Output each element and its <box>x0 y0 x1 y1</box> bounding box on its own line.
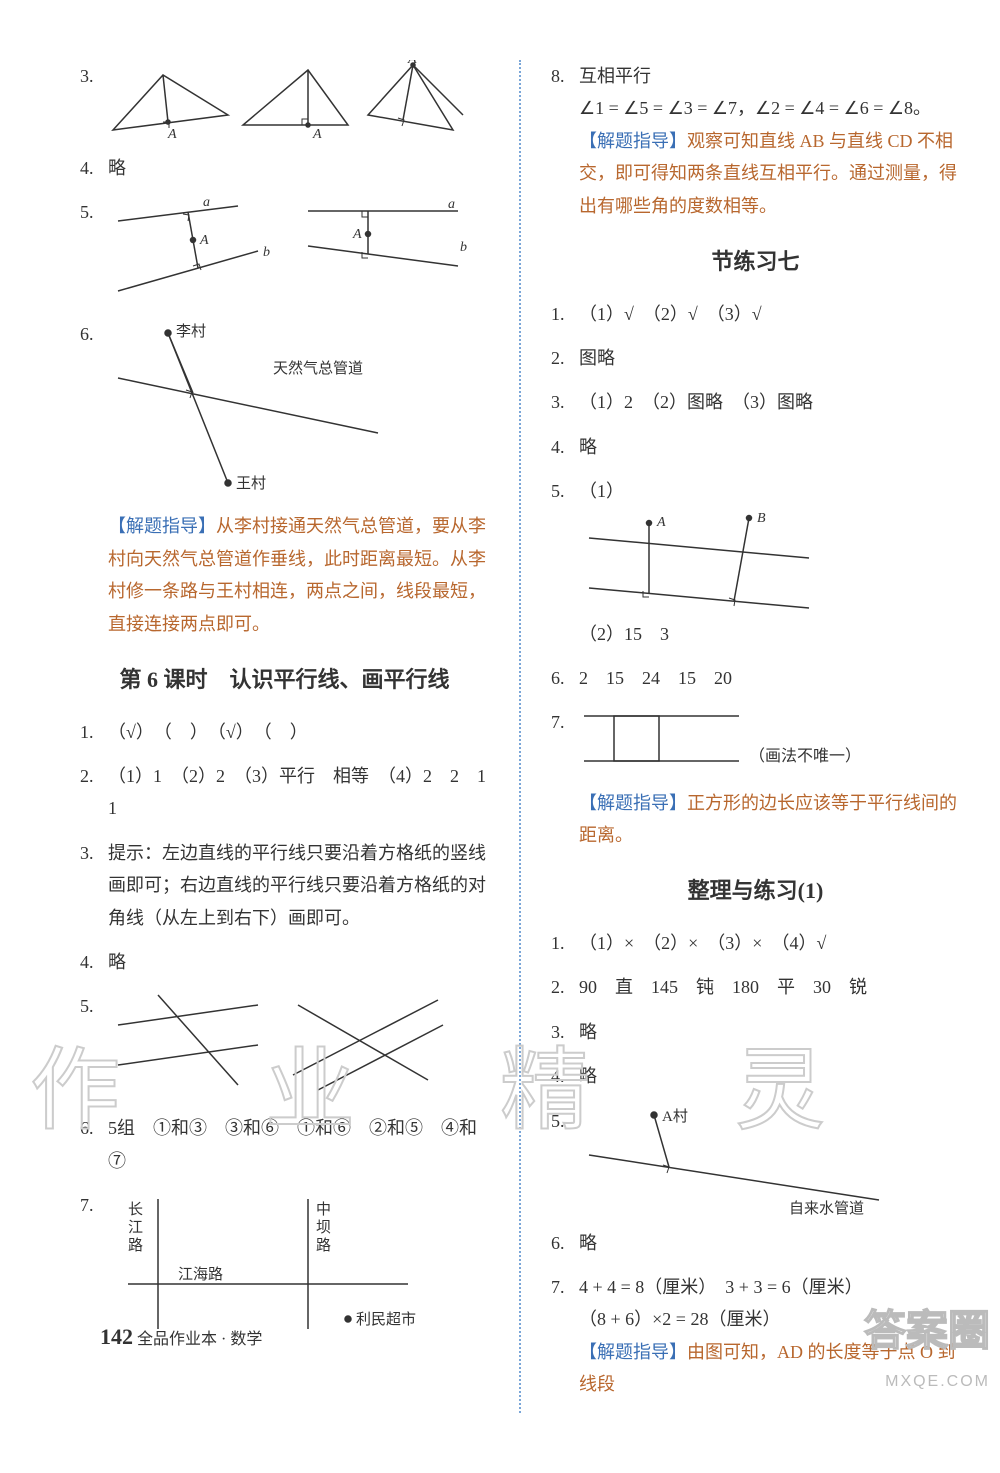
q5-figure: a b A a b <box>108 196 468 306</box>
svg-text:天然气总管道: 天然气总管道 <box>273 360 363 377</box>
q6-hint: 【解题指导】从李村接通天然气总管道，要从李村向天然气总管道作垂线，此时距离最短。… <box>80 510 489 640</box>
label-zb: 中坝路 <box>316 1201 331 1254</box>
s8-q5: 5. 自来水管道 A村 <box>551 1105 960 1215</box>
svg-text:李村: 李村 <box>176 323 206 340</box>
svg-text:b: b <box>263 245 270 260</box>
s7-q7: 7. （画法不唯一） 【解题指导】正方形的边长应该等于平行线间的距离。 <box>551 706 960 851</box>
svg-text:A: A <box>199 233 209 248</box>
s6-q5: 5. <box>80 990 489 1100</box>
sec7-title: 节练习七 <box>551 242 960 282</box>
s6-q5-figure <box>108 990 448 1100</box>
svg-text:B: B <box>757 511 766 526</box>
svg-text:a: a <box>448 197 455 212</box>
q4: 4. 略 <box>80 152 489 184</box>
left-column: 3. A A <box>80 60 489 1413</box>
svg-text:b: b <box>460 240 467 255</box>
corner-logo: 答案圈 MXQE.COM <box>864 1293 990 1397</box>
q3: 3. A A <box>80 60 489 140</box>
page-footer: 142 全品作业本 · 数学 <box>100 1317 262 1357</box>
q3-figure: A A A <box>108 60 468 140</box>
label-cj: 长江路 <box>128 1201 143 1254</box>
svg-text:A: A <box>656 515 666 530</box>
svg-text:自来水管道: 自来水管道 <box>789 1200 864 1215</box>
svg-text:王村: 王村 <box>236 475 266 492</box>
s8-q5-figure: 自来水管道 A村 <box>579 1105 919 1215</box>
svg-text:A: A <box>312 127 322 140</box>
s7-q5-figure: A B <box>579 508 839 618</box>
s7-q5: 5. （1） A B （2 <box>551 475 960 650</box>
s7-q7-figure: （画法不唯一） <box>579 706 879 776</box>
hint-label: 【解题指导】 <box>108 516 216 536</box>
svg-text:利民超市: 利民超市 <box>356 1311 416 1328</box>
svg-text:a: a <box>203 196 210 210</box>
q6-figure: 天然气总管道 李村 王村 <box>108 318 408 498</box>
right-column: 8. 互相平行 ∠1 = ∠5 = ∠3 = ∠7，∠2 = ∠4 = ∠6 =… <box>551 60 960 1413</box>
q5: 5. a b A a <box>80 196 489 306</box>
svg-text:江海路: 江海路 <box>178 1266 223 1283</box>
svg-text:A村: A村 <box>662 1108 688 1125</box>
svg-text:（画法不唯一）: （画法不唯一） <box>749 747 861 765</box>
column-divider <box>519 60 521 1413</box>
svg-text:A: A <box>167 127 177 140</box>
q6: 6. 天然气总管道 李村 王村 <box>80 318 489 498</box>
sec8-title: 整理与练习(1) <box>551 871 960 911</box>
q3-num: 3. <box>80 60 108 92</box>
section6-title: 第 6 课时 认识平行线、画平行线 <box>80 660 489 700</box>
r-q8: 8. 互相平行 ∠1 = ∠5 = ∠3 = ∠7，∠2 = ∠4 = ∠6 =… <box>551 60 960 222</box>
svg-text:A: A <box>352 227 362 242</box>
